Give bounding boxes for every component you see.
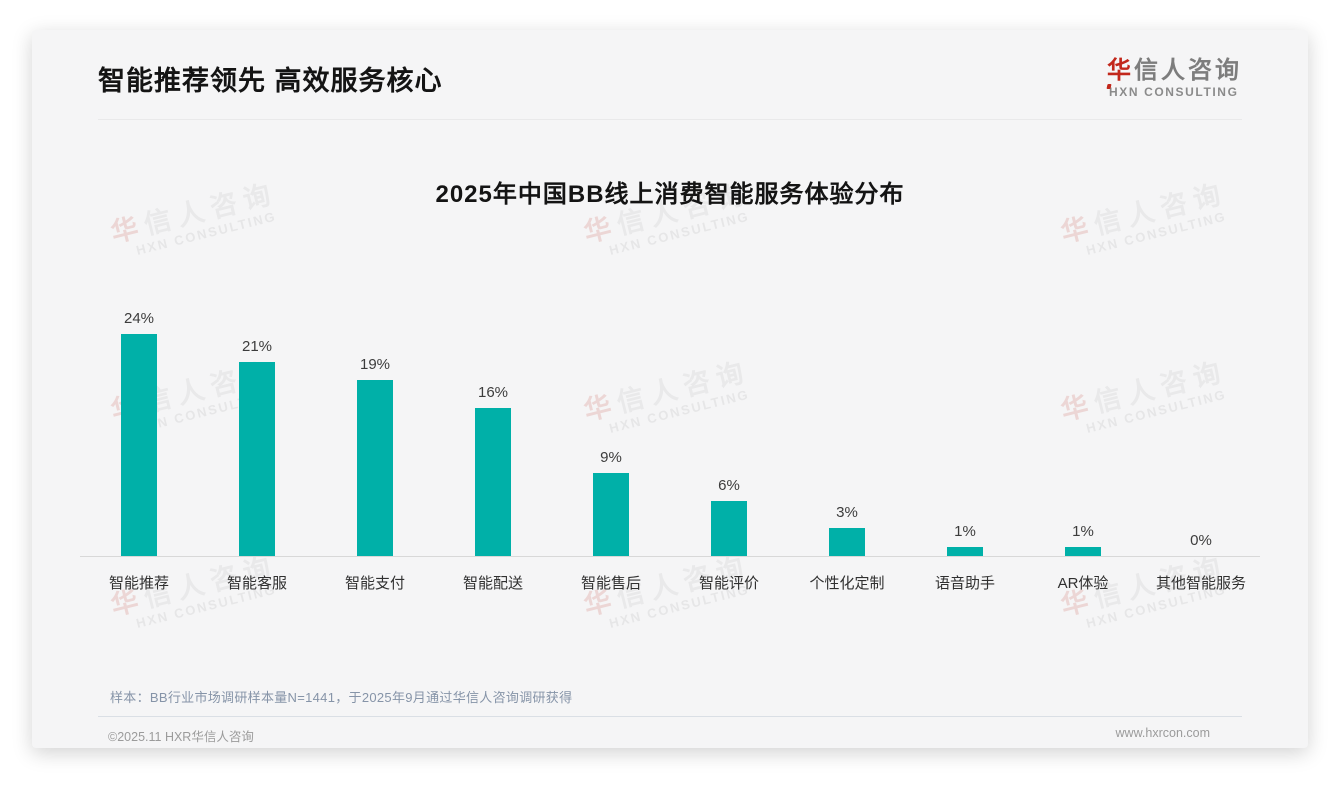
footer-copyright: ©2025.11 HXR华信人咨询	[108, 730, 254, 744]
sample-note: 样本：BB行业市场调研样本量N=1441，于2025年9月通过华信人咨询调研获得	[110, 690, 573, 705]
bar-plot-cell: 9%	[552, 301, 670, 556]
bar-group: 21% 智能客服	[198, 301, 316, 593]
bar	[475, 408, 511, 556]
bar	[947, 546, 983, 556]
category-label: 智能支付	[344, 575, 405, 592]
chart-title: 2025年中国BB线上消费智能服务体验分布	[435, 181, 905, 208]
bar	[239, 361, 275, 556]
category-label: 智能客服	[226, 575, 287, 592]
bar	[357, 380, 393, 556]
bar-value-label: 1%	[1072, 522, 1094, 540]
bar-plot-cell: 24%	[80, 301, 198, 556]
footer: ©2025.11 HXR华信人咨询 www.hxrcon.com	[98, 716, 1242, 745]
brand-logo-cn-rest: 信人咨询	[1134, 56, 1242, 84]
bar-plot-cell: 3%	[788, 301, 906, 556]
bar-columns: 24% 智能推荐 21% 智能客服 19% 智能支付 16% 智能配送 9% 智能售后 6% 智能评价…	[80, 301, 1260, 593]
category-label: AR体验	[1057, 575, 1109, 592]
bar-group: 1% AR体验	[1024, 301, 1142, 593]
bar-plot-cell: 1%	[906, 301, 1024, 556]
brand-logo-cn-first: 华	[1107, 56, 1134, 84]
category-label: 语音助手	[934, 575, 995, 592]
header: 智能推荐领先 高效服务核心 华信人咨询 HXN CONSULTING	[98, 30, 1242, 120]
bar	[121, 334, 157, 556]
bar-value-label: 3%	[836, 504, 858, 522]
bar-group: 16% 智能配送	[434, 301, 552, 593]
bar-plot-cell: 19%	[316, 301, 434, 556]
bar	[1065, 546, 1101, 556]
bar-value-label: 1%	[954, 522, 976, 540]
bar-value-label: 6%	[718, 476, 740, 494]
bar-group: 0% 其他智能服务	[1142, 301, 1260, 593]
category-label: 其他智能服务	[1155, 575, 1246, 592]
bar-chart: 24% 智能推荐 21% 智能客服 19% 智能支付 16% 智能配送 9% 智能售后 6% 智能评价…	[80, 301, 1260, 593]
bar-value-label: 19%	[359, 356, 391, 374]
bar-plot-cell: 6%	[670, 301, 788, 556]
bar-group: 24% 智能推荐	[80, 301, 198, 593]
bar-value-label: 24%	[123, 310, 155, 327]
bar-plot-cell: 16%	[434, 301, 552, 556]
bar-value-label: 16%	[477, 384, 509, 401]
slide-card: 华信人咨询 HXN CONSULTING 华信人咨询 HXN CONSULTING 华信…	[32, 30, 1308, 748]
category-label: 个性化定制	[809, 575, 885, 592]
category-label: 智能推荐	[108, 575, 169, 592]
bar-plot-cell: 21%	[198, 301, 316, 556]
bar-group: 6% 智能评价	[670, 301, 788, 593]
page-title: 智能推荐领先 高效服务核心	[98, 66, 443, 96]
bar-group: 9% 智能售后	[552, 301, 670, 593]
bar-value-label: 21%	[241, 337, 273, 355]
bar-group: 19% 智能支付	[316, 301, 434, 593]
bar-group: 1% 语音助手	[906, 301, 1024, 593]
bar-plot-cell: 1%	[1024, 301, 1142, 556]
brand-logo: 华信人咨询 HXN CONSULTING	[1107, 56, 1242, 100]
x-axis-line	[80, 556, 1260, 557]
category-label: 智能配送	[462, 575, 523, 592]
bar	[711, 500, 747, 556]
footer-website: www.hxrcon.com	[1115, 726, 1210, 740]
bar-plot-cell: 0%	[1142, 301, 1260, 556]
bar-group: 3% 个性化定制	[788, 301, 906, 593]
bar	[829, 528, 865, 556]
bar	[593, 472, 629, 556]
bar-value-label: 0%	[1190, 532, 1212, 549]
category-label: 智能评价	[698, 575, 759, 592]
brand-logo-cn: 华信人咨询	[1107, 56, 1242, 84]
bar-value-label: 9%	[600, 448, 622, 466]
brand-logo-en: HXN CONSULTING	[1107, 85, 1242, 99]
category-label: 智能售后	[580, 575, 641, 592]
